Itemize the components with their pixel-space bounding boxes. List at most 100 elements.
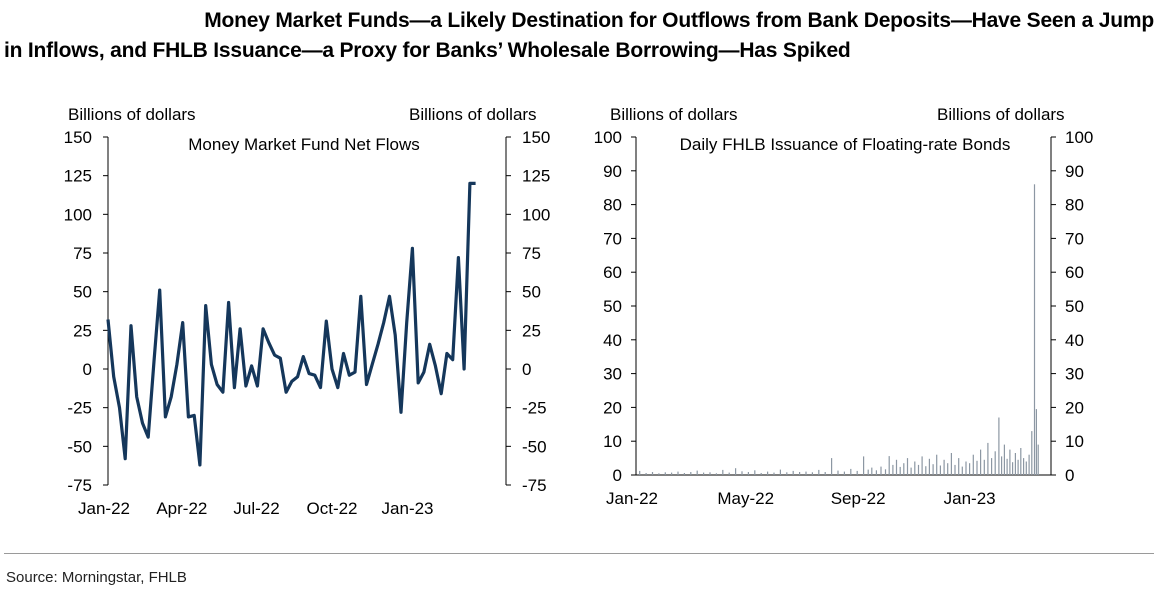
- x-tick-label: Apr-22: [156, 499, 207, 518]
- y-tick-label: -50: [67, 437, 92, 456]
- issuance-bar: [703, 472, 705, 475]
- issuance-bar: [961, 466, 963, 475]
- right-axis-label: Billions of dollars: [409, 105, 537, 124]
- issuance-bar: [863, 456, 865, 475]
- title-line-1: Money Market Funds—a Likely Destination …: [204, 9, 1154, 32]
- y-tick-label: 90: [603, 162, 622, 181]
- issuance-bar: [658, 473, 660, 475]
- issuance-bar: [936, 454, 938, 475]
- issuance-bar: [754, 470, 756, 475]
- y-tick-label: -75: [67, 476, 92, 495]
- issuance-bar: [792, 470, 794, 475]
- issuance-bar: [799, 472, 801, 475]
- y-tick-label: 0: [83, 360, 92, 379]
- x-tick-label: Oct-22: [307, 499, 358, 518]
- y-tick-label: 125: [522, 167, 550, 186]
- issuance-bar: [645, 473, 647, 475]
- issuance-bar: [709, 472, 711, 475]
- y-tick-label: 0: [613, 466, 622, 485]
- y-tick-label: 100: [1065, 128, 1093, 147]
- issuance-bar: [871, 467, 873, 475]
- y-tick-label: 50: [1065, 297, 1084, 316]
- y-tick-label: 10: [603, 432, 622, 451]
- panel-title: Daily FHLB Issuance of Floating-rate Bon…: [680, 135, 1011, 154]
- issuance-bar: [932, 464, 934, 475]
- y-tick-label: 90: [1065, 162, 1084, 181]
- issuance-bar: [928, 458, 930, 475]
- issuance-bar: [1035, 409, 1037, 475]
- issuance-bar: [1037, 444, 1039, 475]
- issuance-bar: [1001, 456, 1003, 475]
- y-tick-label: 20: [603, 398, 622, 417]
- issuance-bar: [843, 471, 845, 475]
- issuance-bar: [991, 458, 993, 475]
- y-tick-label: 50: [522, 283, 541, 302]
- y-tick-label: 70: [1065, 229, 1084, 248]
- issuance-bar: [850, 468, 852, 475]
- issuance-bar: [735, 468, 737, 475]
- y-tick-label: 25: [522, 321, 541, 340]
- x-tick-label: Sep-22: [831, 489, 886, 508]
- y-tick-label: 70: [603, 229, 622, 248]
- issuance-bar: [1025, 461, 1027, 475]
- issuance-bar: [651, 472, 654, 475]
- issuance-bar: [972, 454, 974, 475]
- x-tick-labels: Jan-22 May-22 Sep-22 Jan-23: [606, 489, 996, 508]
- issuance-bar: [950, 453, 952, 475]
- axes-frame: [631, 136, 1056, 476]
- y-tick-label: -25: [522, 399, 547, 418]
- issuance-bar: [811, 472, 813, 475]
- title-line-2: in Inflows, and FHLB Issuance—a Proxy fo…: [4, 39, 851, 62]
- y-tick-label: 10: [1065, 432, 1084, 451]
- chart-title: Money Market Funds—a Likely Destination …: [4, 6, 1154, 66]
- y-tick-label: 150: [64, 128, 92, 147]
- issuance-bar: [976, 460, 978, 475]
- issuance-bar: [690, 472, 692, 475]
- issuance-bar: [1017, 459, 1019, 475]
- x-tick-label: May-22: [717, 489, 774, 508]
- y-tick-label: 25: [73, 321, 92, 340]
- issuance-bar: [696, 470, 698, 475]
- issuance-bar: [1012, 462, 1014, 475]
- issuance-bar: [677, 471, 679, 475]
- issuance-bar: [1009, 449, 1011, 475]
- y-tick-label: 100: [64, 205, 92, 224]
- issuance-bar: [987, 442, 989, 475]
- y-tick-labels: 150 150 125 125 100 100 75 75 50 50 25 25 0 0 -25 -25 -5…: [64, 128, 551, 495]
- money-market-panel: Billions of dollars Billions of dollars …: [64, 105, 551, 518]
- issuance-bar: [994, 451, 996, 475]
- issuance-bar: [888, 456, 890, 475]
- issuance-bar: [837, 470, 839, 475]
- issuance-bar: [1023, 458, 1025, 475]
- issuance-bar: [824, 472, 826, 475]
- issuance-bar: [760, 473, 762, 475]
- y-tick-label: 125: [64, 167, 92, 186]
- issuance-bar: [1006, 458, 1008, 475]
- issuance-bar: [925, 466, 927, 475]
- issuance-bar: [965, 461, 967, 475]
- source-note: Source: Morningstar, FHLB: [6, 569, 187, 586]
- issuance-bar: [892, 464, 894, 475]
- issuance-bar: [779, 469, 781, 475]
- right-axis-label: Billions of dollars: [937, 105, 1065, 124]
- issuance-bar: [880, 466, 882, 475]
- issuance-bar: [980, 449, 982, 475]
- x-tick-label: Jan-22: [606, 489, 658, 508]
- issuance-bar: [818, 469, 820, 475]
- y-tick-label: 50: [603, 297, 622, 316]
- issuance-bar: [773, 472, 775, 475]
- issuance-bar: [884, 469, 887, 475]
- issuance-bar: [805, 471, 807, 475]
- left-axis-label: Billions of dollars: [68, 105, 196, 124]
- issuance-bar: [747, 472, 749, 475]
- issuance-bar: [831, 458, 833, 475]
- issuance-bar: [943, 459, 945, 475]
- y-tick-label: -25: [67, 399, 92, 418]
- issuance-bar: [856, 470, 858, 475]
- series-lines: [106, 181, 476, 467]
- y-tick-label: 0: [1065, 466, 1074, 485]
- y-tick-label: 0: [522, 360, 531, 379]
- y-tick-label: 50: [73, 283, 92, 302]
- issuance-bar: [983, 459, 985, 475]
